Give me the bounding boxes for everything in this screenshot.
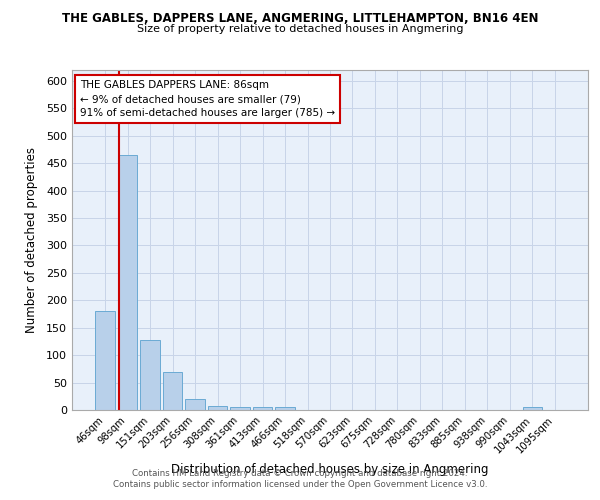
Text: Size of property relative to detached houses in Angmering: Size of property relative to detached ho… [137,24,463,34]
X-axis label: Distribution of detached houses by size in Angmering: Distribution of detached houses by size … [171,463,489,476]
Bar [185,399,205,410]
Bar [253,408,272,410]
Bar [230,408,250,410]
Bar [140,340,160,410]
Y-axis label: Number of detached properties: Number of detached properties [25,147,38,333]
Bar [163,372,182,410]
Bar [275,408,295,410]
Bar [118,155,137,410]
Text: THE GABLES DAPPERS LANE: 86sqm
← 9% of detached houses are smaller (79)
91% of s: THE GABLES DAPPERS LANE: 86sqm ← 9% of d… [80,80,335,118]
Text: THE GABLES, DAPPERS LANE, ANGMERING, LITTLEHAMPTON, BN16 4EN: THE GABLES, DAPPERS LANE, ANGMERING, LIT… [62,12,538,26]
Bar [208,406,227,410]
Bar [95,312,115,410]
Text: Contains public sector information licensed under the Open Government Licence v3: Contains public sector information licen… [113,480,487,489]
Bar [523,406,542,410]
Text: Contains HM Land Registry data © Crown copyright and database right 2024.: Contains HM Land Registry data © Crown c… [132,468,468,477]
